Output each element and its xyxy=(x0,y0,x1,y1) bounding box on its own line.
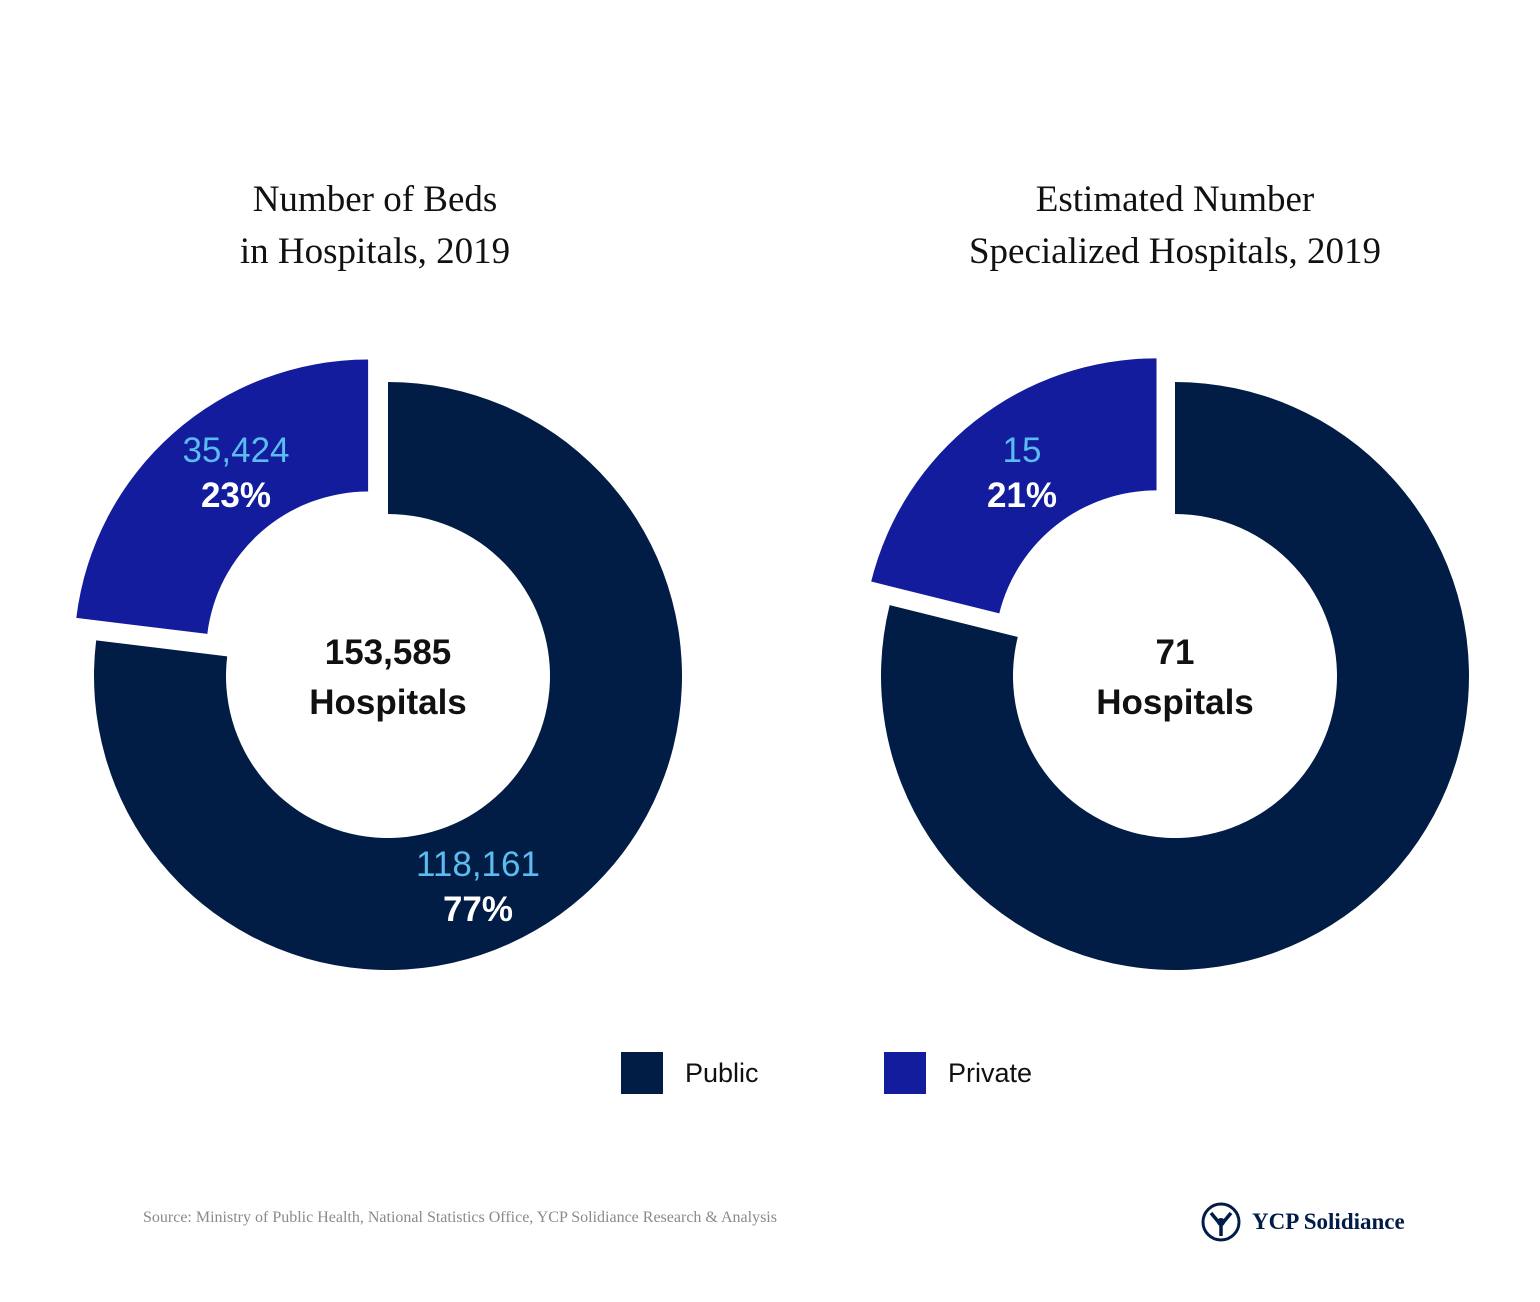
public-value-label: 118,161 xyxy=(416,845,540,884)
chart-title-line: Estimated Number xyxy=(1035,179,1315,220)
private-percent-label: 23% xyxy=(201,476,271,515)
chart-title-line: Number of Beds xyxy=(252,179,498,220)
center-total-value: 71 xyxy=(1156,633,1195,672)
legend-item-public: Public xyxy=(621,1052,759,1094)
center-total-value: 153,585 xyxy=(325,633,452,672)
slice-public xyxy=(881,382,1469,971)
legend-swatch-private xyxy=(884,1052,926,1094)
legend-swatch-public xyxy=(621,1052,663,1094)
chart-title-beds: Number of Beds in Hospitals, 2019 xyxy=(170,174,580,278)
ycp-logo-icon xyxy=(1201,1202,1241,1242)
donut-chart-specialized-hospitals: 71 Hospitals 15 21% xyxy=(871,358,1469,971)
brand-name: YCP Solidiance xyxy=(1252,1209,1405,1234)
slice-private xyxy=(76,359,369,634)
donut-chart-beds: 153,585 Hospitals 35,424 23% 118,161 77% xyxy=(76,359,682,971)
private-value-label: 15 xyxy=(1003,431,1042,470)
legend-item-private: Private xyxy=(884,1052,1032,1094)
private-percent-label: 21% xyxy=(987,476,1057,515)
chart-title-specialized-hospitals: Estimated Number Specialized Hospitals, … xyxy=(920,174,1430,278)
chart-title-line: Specialized Hospitals, 2019 xyxy=(968,231,1382,272)
chart-title-line: in Hospitals, 2019 xyxy=(239,231,511,272)
legend-label: Public xyxy=(685,1057,759,1088)
legend-label: Private xyxy=(948,1057,1033,1088)
slice-public xyxy=(94,382,682,971)
source-note: Source: Ministry of Public Health, Natio… xyxy=(143,1209,777,1226)
slice-private xyxy=(871,358,1157,614)
center-total-label: Hospitals xyxy=(309,683,467,722)
center-total-label: Hospitals xyxy=(1096,683,1254,722)
private-value-label: 35,424 xyxy=(182,431,289,470)
brand-logo: YCP Solidiance xyxy=(1200,1201,1405,1243)
public-percent-label: 77% xyxy=(443,890,513,929)
